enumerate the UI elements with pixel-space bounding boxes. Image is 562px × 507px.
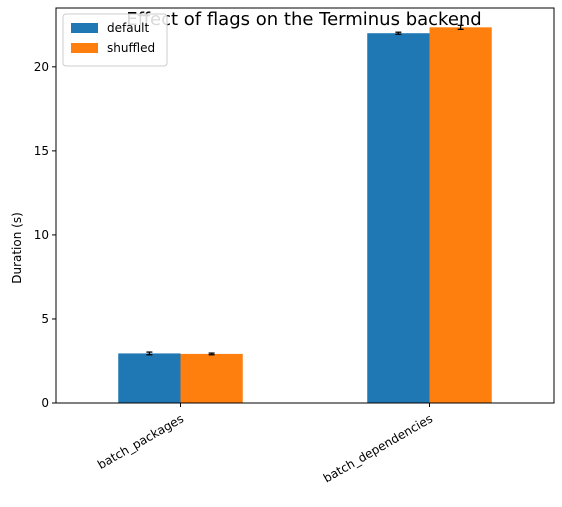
legend-label-default: default bbox=[107, 21, 150, 35]
legend-swatch-shuffled bbox=[71, 43, 98, 53]
y-tick-label-20: 20 bbox=[34, 60, 49, 74]
x-tick-label-batch_dependencies: batch_dependencies bbox=[321, 411, 435, 485]
y-axis: 0 5 10 15 20 bbox=[34, 60, 56, 410]
bars-group bbox=[118, 24, 492, 404]
chart-title: Effect of flags on the Terminus backend bbox=[126, 9, 481, 30]
y-tick-label-5: 5 bbox=[41, 312, 49, 326]
bar-default-batch_packages bbox=[118, 353, 181, 403]
y-axis-label: Duration (s) bbox=[10, 212, 24, 284]
legend-swatch-default bbox=[71, 23, 98, 33]
bar-shuffled-batch_packages bbox=[180, 353, 243, 403]
x-axis: batch_packages batch_dependencies bbox=[95, 403, 435, 485]
y-tick-label-15: 15 bbox=[34, 144, 49, 158]
y-tick-label-0: 0 bbox=[41, 396, 49, 410]
bar-default-batch_dependencies bbox=[367, 33, 430, 403]
legend: default shuffled bbox=[62, 13, 168, 67]
y-tick-label-10: 10 bbox=[34, 228, 49, 242]
plot-frame bbox=[55, 7, 555, 404]
bar-shuffled-batch_dependencies bbox=[429, 27, 492, 404]
x-tick-label-batch_packages: batch_packages bbox=[95, 411, 186, 472]
legend-label-shuffled: shuffled bbox=[107, 41, 155, 55]
